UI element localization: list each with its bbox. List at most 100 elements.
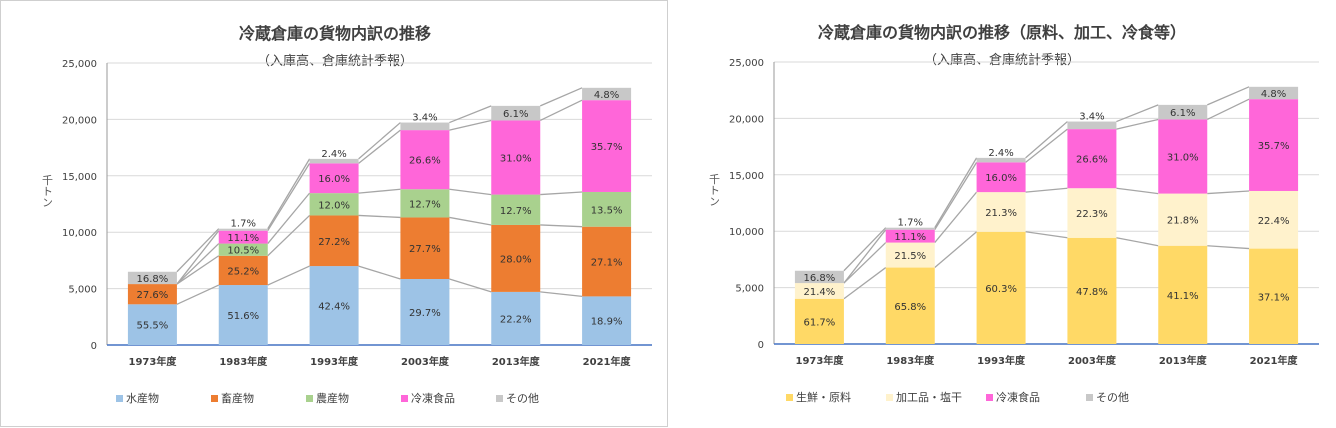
connector-line (934, 162, 978, 231)
data-label: 61.7% (804, 317, 836, 328)
connector-line (176, 255, 220, 285)
connector-line (267, 163, 311, 232)
legend: 水産物 畜産物 農産物 冷凍食品 その他 (116, 391, 539, 405)
connector-line (358, 265, 401, 280)
connector-line (449, 188, 492, 196)
bar-segment (400, 189, 450, 218)
connector-line (540, 291, 583, 298)
bar-segment (491, 291, 541, 345)
connector-line (1025, 128, 1068, 163)
bar-segment (1067, 188, 1117, 238)
bar-segment (976, 162, 1026, 193)
x-tick-label: 1983年度 (886, 354, 935, 367)
connector-line (176, 284, 220, 305)
x-tick-label: 2013年度 (492, 355, 541, 368)
bar-segment (976, 231, 1026, 344)
legend-swatch (1086, 394, 1093, 401)
connector-line (539, 87, 583, 107)
connector-line (1207, 190, 1250, 195)
bar-segment (491, 120, 541, 195)
y-tick-label: 25,000 (729, 58, 764, 69)
bar-segment (1249, 86, 1299, 100)
bar-segment (1249, 190, 1299, 249)
connector-line (540, 191, 583, 196)
bar-segment (309, 163, 359, 194)
y-tick-label: 20,000 (729, 114, 764, 125)
data-label: 31.0% (500, 154, 532, 165)
data-label: 65.8% (894, 302, 926, 313)
data-label: 41.1% (1167, 291, 1199, 302)
connector-line (1025, 187, 1068, 193)
connector-line (1207, 245, 1250, 250)
data-label: 4.8% (594, 90, 619, 101)
connector-line (843, 227, 887, 272)
data-label: 12.0% (318, 200, 350, 211)
legend-label: 冷凍食品 (411, 391, 455, 405)
y-axis-label: 千トン (41, 174, 54, 207)
bar-segment (1067, 129, 1117, 189)
bar-segment (582, 191, 632, 227)
data-label: 4.8% (1261, 89, 1286, 100)
data-label: 6.1% (503, 109, 528, 120)
data-label: 28.0% (500, 254, 532, 265)
bar-segment (582, 226, 632, 297)
y-tick-label: 0 (91, 341, 97, 352)
bar-segment (1249, 99, 1299, 191)
chart-title: 冷蔵倉庫の貨物内訳の推移（原料、加工、冷食等） (818, 23, 1186, 42)
data-label: 3.4% (412, 113, 437, 124)
data-label: 21.3% (985, 208, 1017, 219)
connector-line (176, 243, 220, 285)
bar-segment (218, 285, 268, 345)
bar-segment (582, 296, 632, 345)
legend-swatch (886, 394, 893, 401)
connector-line (539, 99, 583, 122)
bar-segment (491, 105, 541, 121)
data-label: 1.7% (898, 218, 923, 229)
bar-segment (400, 130, 450, 190)
data-label: 27.1% (591, 258, 623, 269)
connector-line (267, 158, 311, 230)
legend-swatch (401, 395, 408, 402)
bar-segment (885, 229, 935, 243)
connector-line (1206, 86, 1250, 106)
bar-segment (976, 157, 1026, 163)
connector-line (358, 129, 401, 164)
legend-swatch (211, 395, 218, 402)
connector-line (358, 188, 401, 194)
connector-line (934, 157, 978, 229)
legend-swatch (116, 395, 123, 402)
connector-line (1116, 237, 1159, 247)
data-label: 25.2% (227, 266, 259, 277)
bar-segment (491, 224, 541, 292)
bar-segment (218, 230, 268, 244)
bar-segment (400, 122, 450, 131)
chart-right: 冷蔵倉庫の貨物内訳の推移（原料、加工、冷食等） （入庫高、倉庫統計季報） 0 5,00… (708, 23, 1319, 404)
x-tick-label: 1993年度 (977, 354, 1026, 367)
data-label: 16.8% (137, 274, 169, 285)
bar-segment (1158, 119, 1208, 194)
connector-line (449, 119, 492, 131)
bar-segment (218, 255, 268, 286)
bar-segment (218, 228, 268, 231)
bar-segment (1158, 104, 1208, 120)
bar-segment (218, 243, 268, 256)
connector-line (449, 278, 492, 293)
bar-segment (309, 266, 359, 345)
data-label: 12.7% (500, 206, 532, 217)
bar-segment (127, 271, 177, 285)
x-tick-label: 1973年度 (128, 355, 177, 368)
y-tick-label: 5,000 (68, 285, 97, 296)
bar-segment (309, 158, 359, 164)
bar-segment (976, 192, 1026, 232)
data-label: 12.7% (409, 199, 441, 210)
chart-title: 冷蔵倉庫の貨物内訳の推移 (239, 24, 431, 43)
data-label: 21.8% (1167, 216, 1199, 227)
bar-segment (885, 227, 935, 230)
data-label: 2.4% (321, 149, 346, 160)
legend-label: 冷凍食品 (996, 390, 1040, 404)
connector-line (267, 214, 311, 257)
data-label: 3.4% (1079, 112, 1104, 123)
data-label: 27.2% (318, 237, 350, 248)
y-tick-label: 0 (758, 340, 764, 351)
data-label: 10.5% (227, 246, 259, 257)
